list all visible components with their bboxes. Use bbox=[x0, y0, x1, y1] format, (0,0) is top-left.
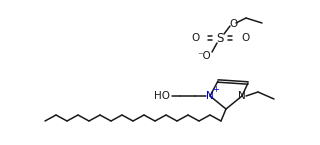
Text: O: O bbox=[241, 33, 249, 43]
Text: +: + bbox=[212, 86, 220, 95]
Text: O: O bbox=[229, 19, 237, 29]
Text: O: O bbox=[191, 33, 199, 43]
Text: N: N bbox=[206, 91, 214, 101]
Text: ⁻O: ⁻O bbox=[197, 51, 211, 61]
Text: N: N bbox=[238, 91, 246, 101]
Text: S: S bbox=[216, 31, 224, 45]
Text: HO: HO bbox=[154, 91, 170, 101]
